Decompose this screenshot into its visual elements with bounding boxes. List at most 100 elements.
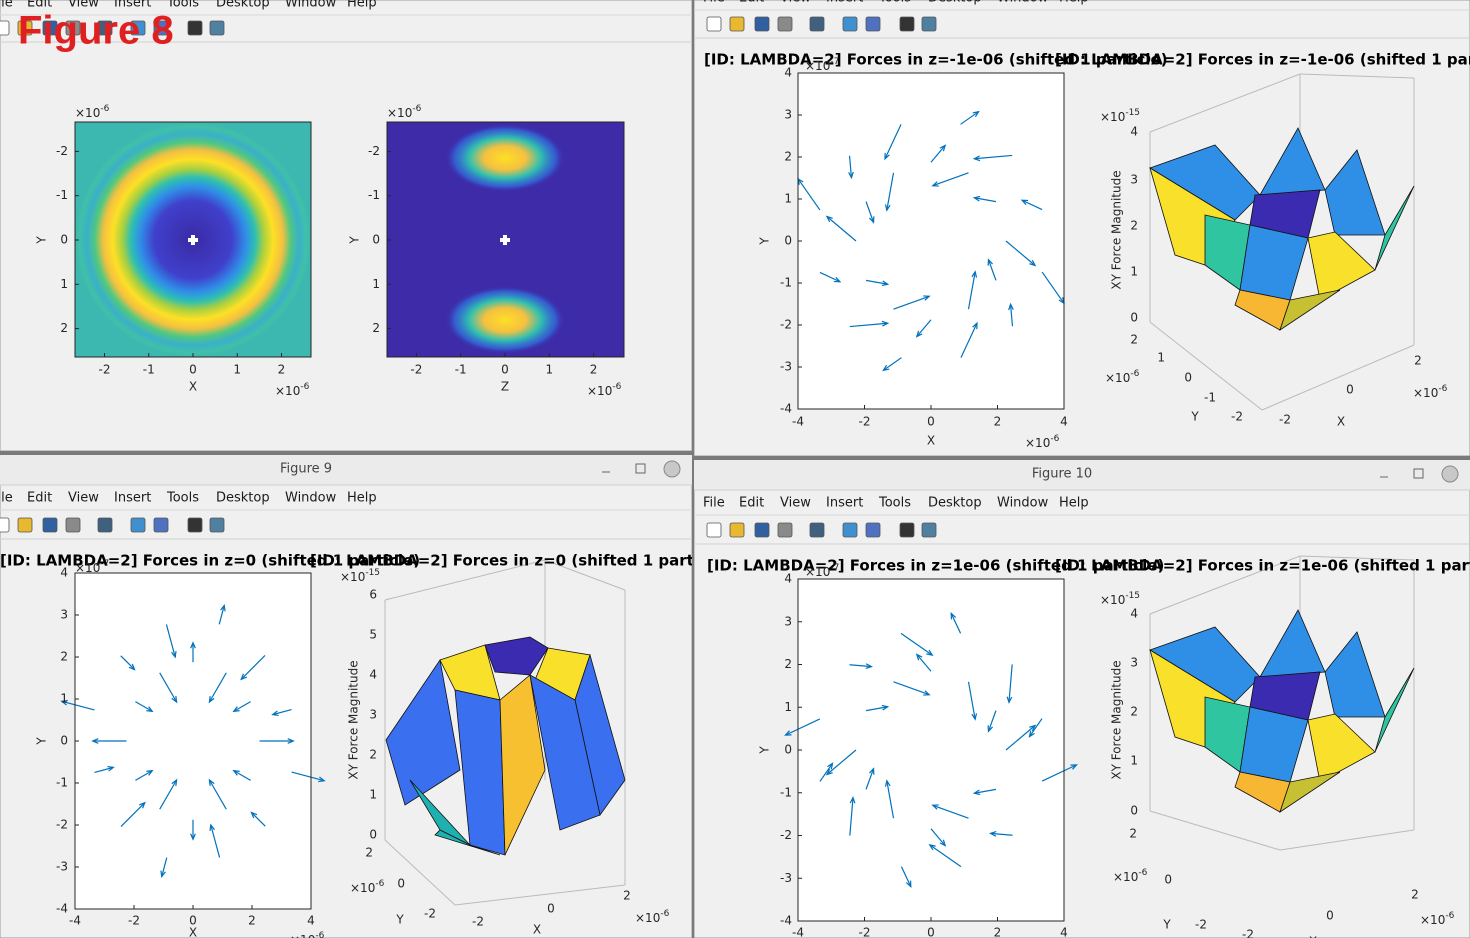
x-tick-label: -1 — [455, 363, 467, 377]
quiver-arrow — [1009, 304, 1014, 327]
axes-frame — [1149, 810, 1281, 851]
quiver-arrow — [886, 780, 895, 819]
arrow-head — [208, 778, 215, 787]
quiver-arrow — [1008, 664, 1013, 703]
arrow-head — [869, 767, 875, 775]
arrow-head — [972, 110, 980, 118]
y-tick-label: 2 — [372, 321, 380, 335]
quiver-arrow — [120, 802, 146, 827]
figure-window: Figure 9 File Edit View Insert Tools Desktop Wi… — [0, 455, 692, 938]
title-bar — [0, 455, 692, 485]
plot-title: [ID: LAMBDA=2] Forces in z=1e-06 (shifte… — [1055, 557, 1470, 575]
axes-frame — [1149, 73, 1301, 133]
exponent-base: ×10 — [1413, 386, 1438, 400]
arrow-head — [1008, 302, 1014, 311]
arrow-head — [146, 706, 154, 713]
quiver-arrow — [865, 201, 875, 223]
exponent-power: -15 — [1125, 108, 1140, 118]
arrow-head — [138, 801, 146, 809]
x-tick-label: -2 — [128, 914, 140, 928]
x-tick-label: -4 — [792, 926, 804, 938]
menu-item: View — [68, 0, 99, 11]
quiver-arrow — [930, 828, 946, 846]
y-tick-label: -4 — [56, 902, 68, 916]
toolbar-icon — [921, 522, 937, 538]
arrow-head — [825, 215, 833, 223]
y-tick-label: -3 — [780, 360, 792, 374]
arrow-head — [989, 830, 997, 837]
menu-item: Window — [285, 0, 337, 11]
x-tick-label: 0 — [1326, 909, 1334, 923]
arrow-head — [915, 330, 923, 338]
z-axis-label: XY Force Magnitude — [1110, 660, 1124, 779]
exponent-base: ×10 — [805, 565, 830, 579]
arrow-head — [190, 641, 196, 649]
exponent-power: -15 — [1125, 591, 1140, 601]
arrow-head — [884, 204, 891, 212]
window-title: Figure 10 — [1032, 467, 1092, 482]
y-tick-label: 2 — [365, 846, 373, 860]
toolbar-icon — [899, 522, 915, 538]
exponent-base: ×10 — [387, 106, 412, 120]
y-tick-label: 4 — [60, 566, 68, 580]
exponent-base: ×10 — [1420, 913, 1445, 927]
quiver-arrow — [886, 172, 895, 211]
quiver-arrow — [893, 295, 930, 310]
exponent-power: -6 — [1138, 868, 1147, 878]
quiver-arrow — [932, 172, 969, 187]
y-tick-label: 1 — [372, 277, 380, 291]
z-tick-label: 3 — [1130, 173, 1138, 187]
particle-marker — [503, 235, 507, 245]
menu-item: Help — [347, 491, 377, 506]
x-tick-label: 0 — [501, 363, 509, 377]
y-tick-label: 0 — [60, 233, 68, 247]
menu-item: Edit — [739, 496, 764, 511]
quiver-arrow — [849, 664, 872, 668]
arrow-head — [171, 695, 178, 704]
exponent-base: ×10 — [805, 59, 830, 73]
x-tick-label: 2 — [994, 926, 1002, 938]
axes-frame — [454, 884, 626, 906]
window-title: Figure 9 — [280, 462, 332, 477]
x-tick-label: 0 — [1346, 383, 1354, 397]
z-tick-label: 0 — [1130, 311, 1138, 325]
exponent-power: -6 — [612, 382, 621, 392]
toolbar-icon — [865, 522, 881, 538]
y-tick-label: 1 — [784, 192, 792, 206]
arrow-head — [928, 844, 936, 851]
x-axis-label: X — [189, 926, 197, 938]
menu-item: Insert — [826, 496, 863, 511]
arrow-head — [905, 880, 912, 888]
surface-patch — [484, 636, 549, 676]
plot-title: [ID: LAMBDA=2] Forces in z=-1e-06 (shift… — [1055, 51, 1470, 69]
quiver-arrow — [94, 766, 114, 774]
exponent-base: ×10 — [635, 911, 660, 925]
x-axis-label: X — [927, 434, 935, 448]
axis-exponent: ×10-6 — [1113, 868, 1148, 884]
quiver-arrow — [240, 655, 266, 680]
arrow-head — [827, 762, 834, 770]
quiver-arrow — [120, 655, 135, 670]
arrow-head — [881, 280, 890, 287]
z-tick-label: 0 — [369, 828, 377, 842]
quiver-arrow — [865, 706, 888, 712]
arrow-head — [971, 270, 978, 278]
quiver-arrow — [893, 681, 930, 696]
menu-item: Window — [285, 491, 337, 506]
menu-item: File — [703, 496, 725, 511]
arrow-head — [318, 776, 326, 783]
toolbar-icon — [65, 20, 81, 36]
y-tick-label: -1 — [56, 188, 68, 202]
toolbar-icon — [0, 517, 10, 533]
quiver-arrow — [208, 779, 227, 810]
menu-item: Insert — [114, 0, 151, 11]
quiver-arrow — [785, 718, 821, 736]
axis-exponent: ×10-6 — [387, 104, 422, 120]
arrow-head — [926, 649, 934, 656]
quiver-arrow — [1005, 240, 1036, 266]
menu-item: Desktop — [928, 0, 982, 6]
arrow-head — [1020, 199, 1029, 206]
y-tick-label: -1 — [56, 776, 68, 790]
toolbar-icon — [842, 16, 858, 32]
y-axis-label: Y — [758, 746, 772, 755]
